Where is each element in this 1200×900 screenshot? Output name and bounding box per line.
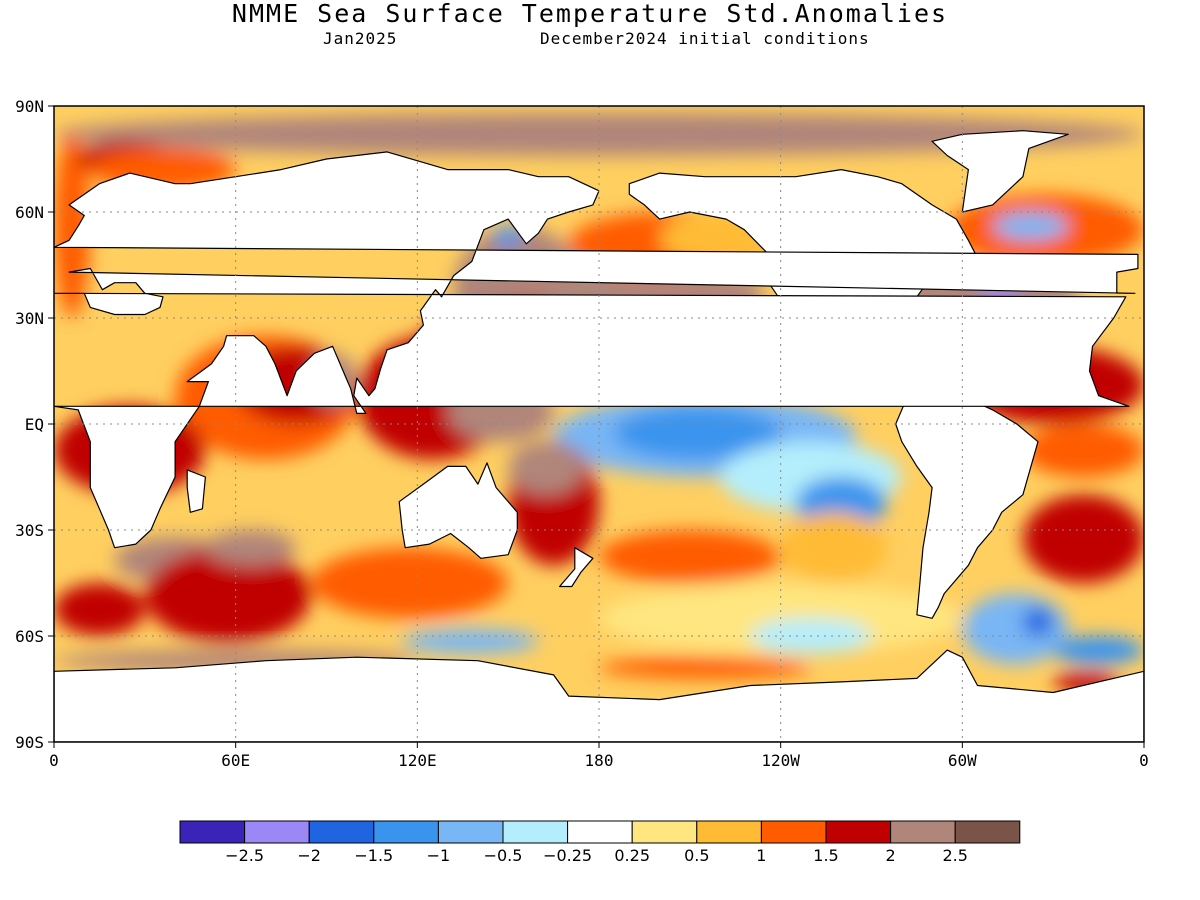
lon-label: 60E bbox=[221, 751, 250, 770]
colorbar-swatch bbox=[502, 820, 569, 844]
anomaly-region bbox=[311, 547, 509, 619]
anomaly-region bbox=[144, 547, 312, 644]
lat-label: 30S bbox=[15, 521, 44, 540]
colorbar: −2.5 −2 −1.5 −1 −0.5 −0.25 0.25 0.5 1 1.5 2 2.5 bbox=[179, 820, 1021, 865]
anomaly-region bbox=[1022, 424, 1144, 477]
colorbar-swatch bbox=[567, 820, 633, 844]
colorbar-label: 0.5 bbox=[684, 846, 709, 865]
anomaly-region bbox=[493, 226, 524, 248]
colorbar-swatch bbox=[244, 820, 310, 844]
anomaly-region bbox=[599, 530, 781, 583]
colorbar-swatch bbox=[308, 820, 375, 844]
colorbar-label: −1 bbox=[427, 846, 451, 865]
anomaly-region bbox=[402, 628, 539, 654]
colorbar-swatch bbox=[373, 820, 439, 844]
anomaly-region bbox=[614, 406, 781, 460]
initial-conditions: December2024 initial conditions bbox=[540, 29, 870, 48]
land-greenland bbox=[931, 130, 1069, 213]
lon-label: 120E bbox=[398, 751, 437, 770]
grid-lines bbox=[54, 106, 1144, 742]
land-south-america bbox=[895, 384, 1039, 619]
map-axes: 90N 60N 30N EQ 30S 60S 90S 0 60E 120E 180 120W 60W 0 bbox=[15, 97, 1149, 770]
anomaly-region bbox=[205, 530, 297, 566]
colorbar-swatch bbox=[760, 820, 827, 844]
lat-label: 90S bbox=[15, 733, 44, 752]
anomaly-region bbox=[992, 212, 1069, 241]
colorbar-label: −2.5 bbox=[225, 846, 264, 865]
lat-label: EQ bbox=[25, 415, 44, 434]
forecast-month: Jan2025 bbox=[323, 29, 398, 48]
colorbar-swatch bbox=[696, 820, 762, 844]
lon-label: 60W bbox=[948, 751, 977, 770]
anomaly-region bbox=[54, 583, 145, 636]
page-title: NMME Sea Surface Temperature Std.Anomali… bbox=[231, 0, 949, 28]
lat-label: 30N bbox=[15, 309, 44, 328]
lat-label: 60N bbox=[15, 203, 44, 222]
colorbar-label: −2 bbox=[297, 846, 321, 865]
land-madagascar bbox=[186, 469, 206, 513]
lon-label: 0 bbox=[1139, 751, 1149, 770]
colorbar-label: −0.25 bbox=[543, 846, 592, 865]
anomaly-region bbox=[1022, 494, 1144, 583]
colorbar-swatch bbox=[179, 820, 246, 844]
colorbar-label: 2.5 bbox=[942, 846, 967, 865]
land-masses bbox=[54, 130, 1144, 742]
colorbar-swatch bbox=[437, 820, 504, 844]
colorbar-label: 0.25 bbox=[614, 846, 650, 865]
lon-label: 120W bbox=[761, 751, 800, 770]
land-new-zealand bbox=[559, 547, 594, 588]
colorbar-label: −0.5 bbox=[484, 846, 523, 865]
anomaly-region bbox=[1022, 607, 1054, 636]
anomaly-region bbox=[962, 593, 1069, 665]
lon-label: 180 bbox=[585, 751, 614, 770]
anomaly-region bbox=[780, 512, 887, 584]
lon-label: 0 bbox=[49, 751, 59, 770]
colorbar-label: 1 bbox=[756, 846, 766, 865]
colorbar-label: 1.5 bbox=[813, 846, 838, 865]
anomaly-region bbox=[599, 657, 811, 679]
anomaly-region bbox=[1053, 636, 1144, 665]
lat-label: 90N bbox=[15, 97, 44, 116]
colorbar-swatch bbox=[890, 820, 956, 844]
colorbar-label: 2 bbox=[886, 846, 896, 865]
land-eurasia-africa bbox=[54, 151, 1139, 549]
colorbar-swatch bbox=[825, 820, 892, 844]
anomaly-region bbox=[508, 441, 584, 495]
lat-label: 60S bbox=[15, 627, 44, 646]
colorbar-label: −1.5 bbox=[354, 846, 393, 865]
land-antarctica bbox=[54, 649, 1144, 742]
colorbar-swatch bbox=[954, 820, 1021, 844]
colorbar-swatch bbox=[631, 820, 698, 844]
